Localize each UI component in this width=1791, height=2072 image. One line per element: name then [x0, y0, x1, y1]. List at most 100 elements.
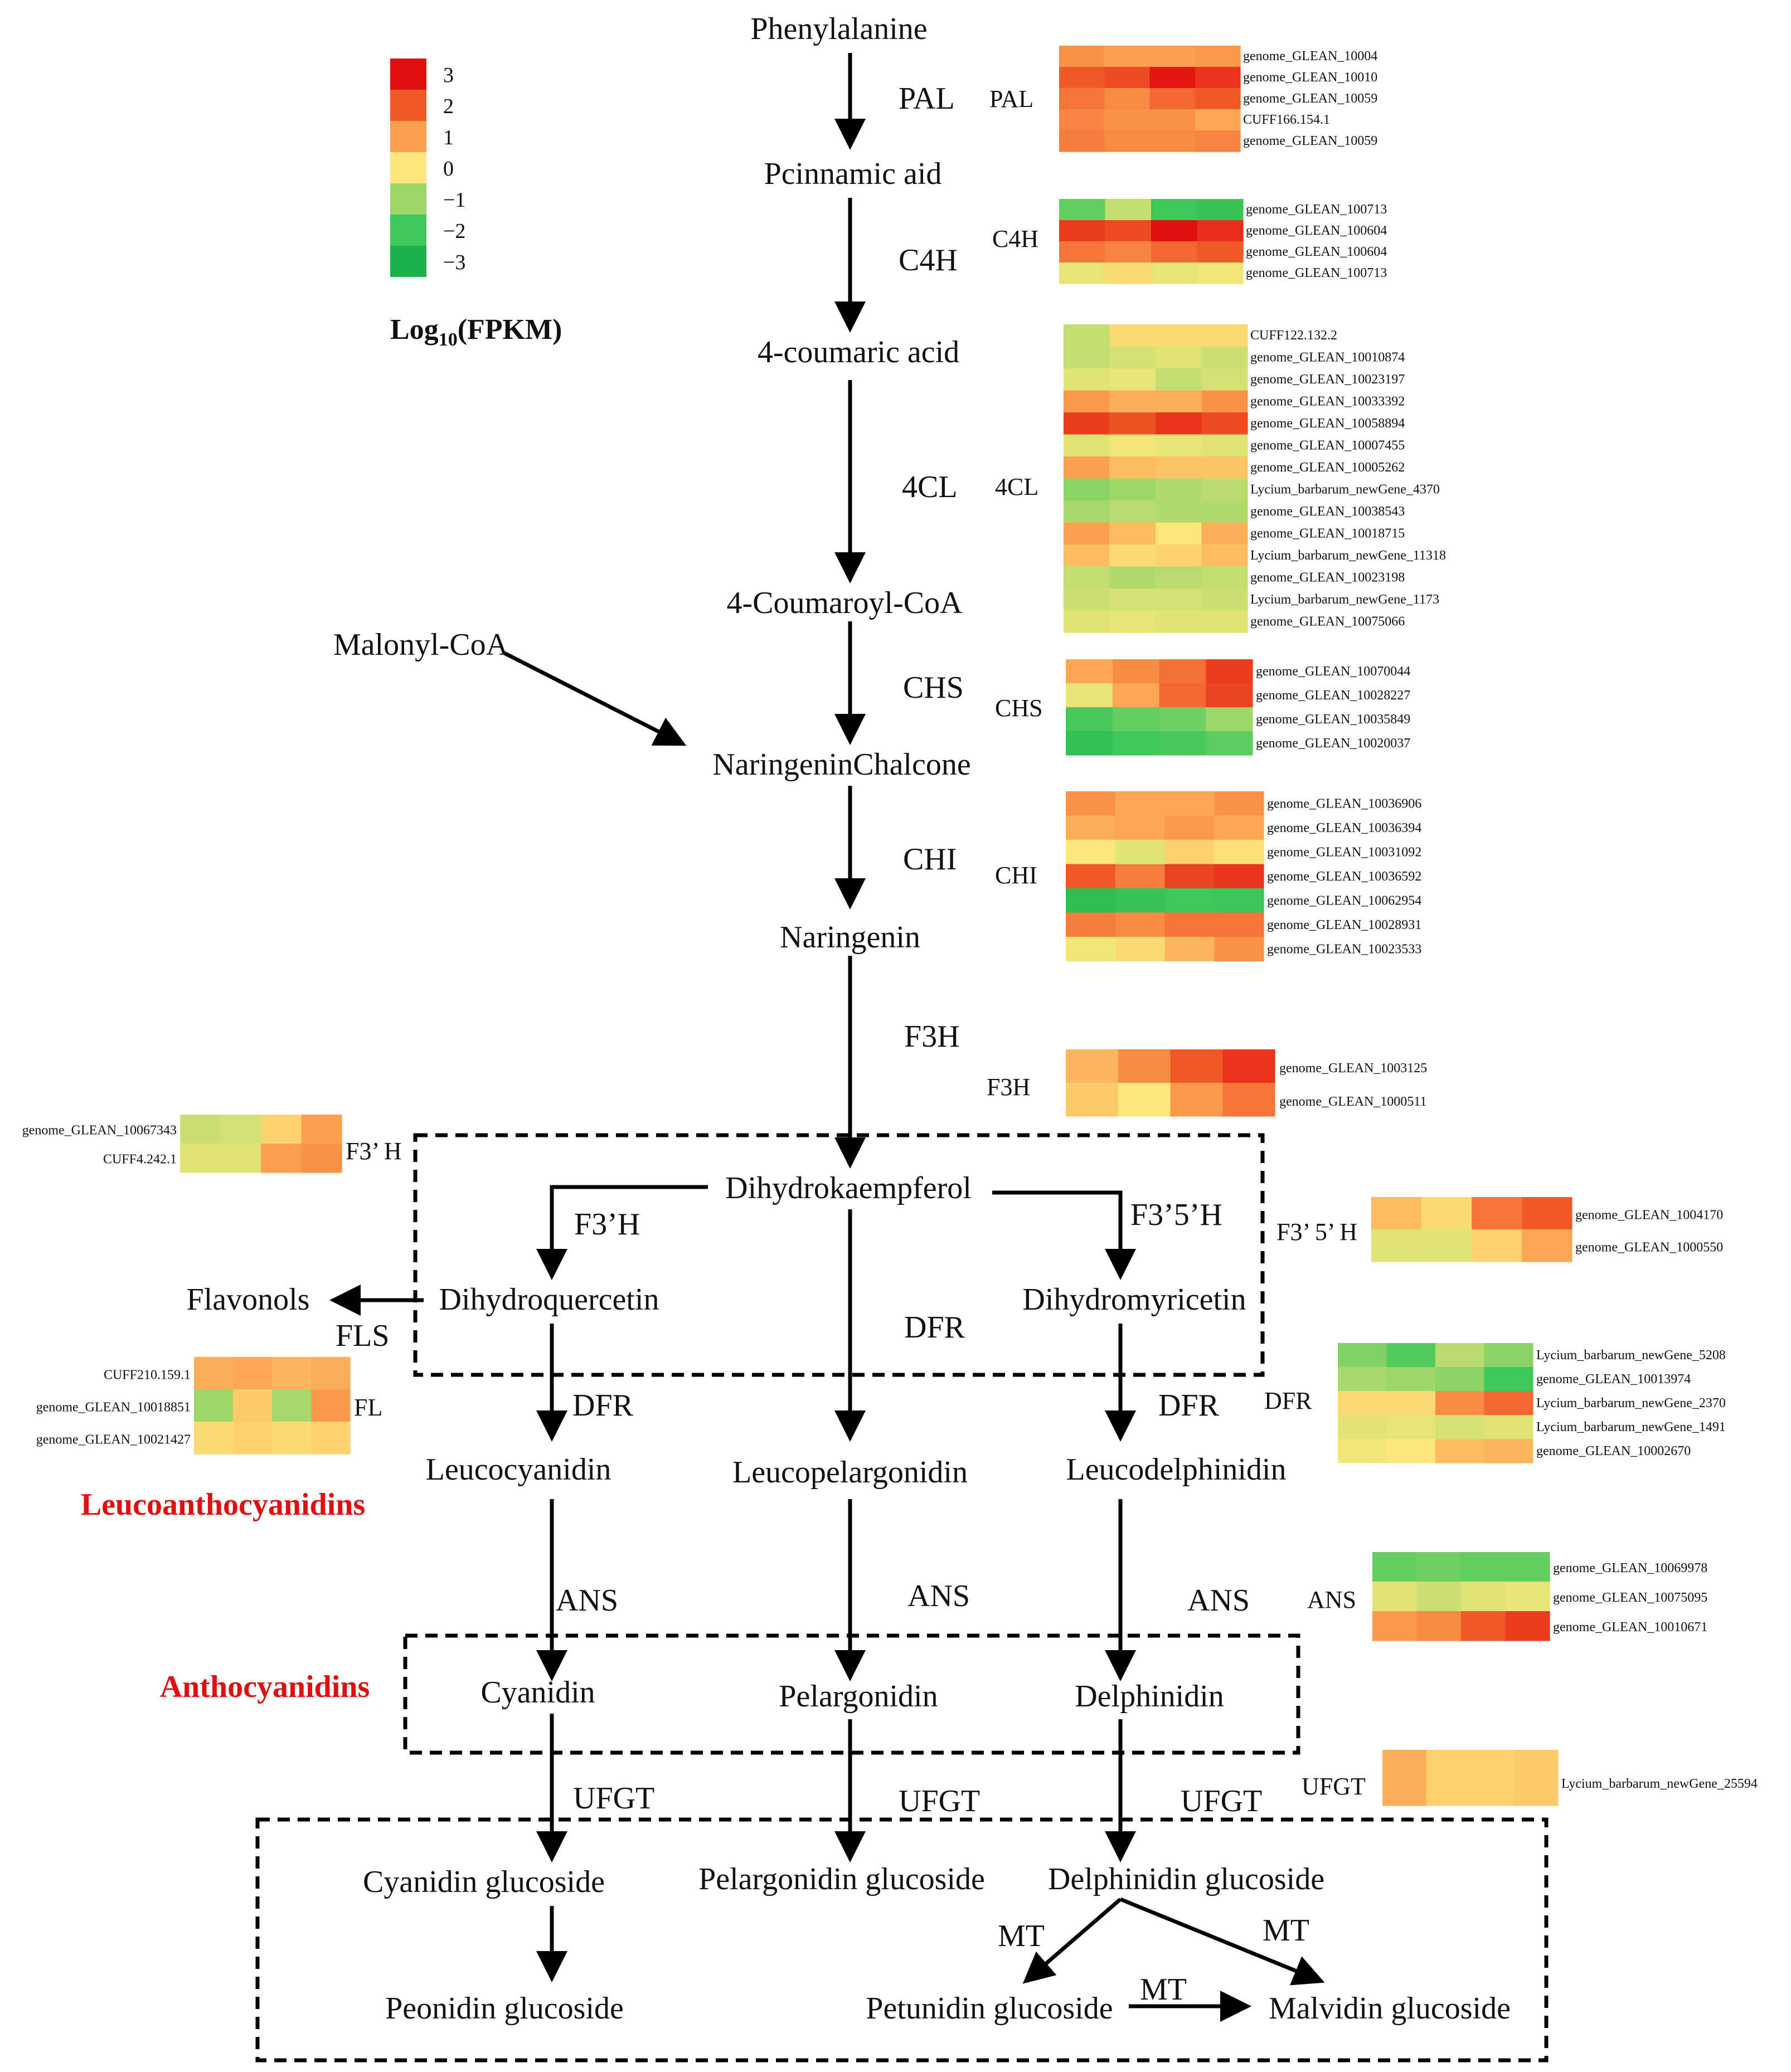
gene-label: genome_GLEAN_10070044: [1256, 664, 1410, 679]
heatmap-cell: [1064, 412, 1110, 435]
heatmap-cell: [1435, 1391, 1485, 1416]
heatmap-cell: [1118, 1083, 1171, 1117]
heatmap-cell: [1066, 888, 1116, 913]
gene-label: genome_GLEAN_10075095: [1553, 1591, 1707, 1605]
gene-label: genome_GLEAN_10028931: [1267, 918, 1421, 932]
heatmap-cell: [1059, 109, 1105, 131]
legend-title: Log10(FPKM): [390, 314, 562, 350]
enzyme-f3prime-h: F3’H: [574, 1207, 640, 1242]
heatmap-cell: [1156, 324, 1202, 347]
gene-label: genome_GLEAN_10023197: [1250, 372, 1405, 387]
heatmap-cell: [1115, 791, 1166, 816]
heatmap-cell: [1115, 815, 1166, 840]
heatmap-cell: [1416, 1582, 1462, 1612]
gene-label: Lycium_barbarum_newGene_25594: [1561, 1777, 1758, 1791]
heatmap-cell: [1149, 46, 1196, 67]
heatmap-cell: [1201, 324, 1248, 347]
heatmap-cell: [1197, 220, 1244, 242]
gene-label: CUFF166.154.1: [1243, 113, 1330, 127]
heatmap-cell: [1206, 731, 1253, 756]
heatmap-cell: [1461, 1552, 1506, 1582]
compound-leucopelargonidin: Leucopelargonidin: [732, 1455, 968, 1490]
heatmap-cell: [1164, 888, 1215, 913]
compound-dihydrokaempferol: Dihydrokaempferol: [725, 1171, 972, 1205]
heatmap-cell: [1222, 1049, 1275, 1083]
heatmap-cell: [1214, 864, 1264, 889]
gene-label: genome_GLEAN_10021427: [36, 1432, 191, 1447]
heatmap-cell: [1371, 1229, 1422, 1262]
gene-label: genome_GLEAN_10067343: [22, 1123, 177, 1137]
compound-flavonols: Flavonols: [187, 1282, 310, 1317]
enzyme-mt-bottom: MT: [1140, 1972, 1187, 2007]
heatmap-cell: [1201, 390, 1248, 413]
heatmap-cell: [1522, 1229, 1572, 1262]
enzyme-mt-right: MT: [1263, 1913, 1309, 1948]
heatmap-cell: [1214, 840, 1264, 865]
enzyme-ufgt-center: UFGT: [899, 1784, 980, 1818]
heatmap-cell: [272, 1357, 312, 1390]
heatmap-cell: [1201, 522, 1248, 545]
heatmap-cell: [1156, 412, 1202, 435]
heatmap-cell: [1426, 1750, 1471, 1806]
heatmap-cell: [1159, 659, 1206, 684]
heatmap-cell: [1059, 67, 1105, 89]
heatmap-cell: [1522, 1197, 1572, 1230]
compound-leucocyanidin: Leucocyanidin: [426, 1452, 611, 1487]
heatmap-cell: [1066, 791, 1116, 816]
heatmap-cell: [1066, 937, 1116, 962]
compounds: Phenylalanine Pcinnamic aid 4-coumaric a…: [187, 12, 1511, 2026]
heatmap-cell: [1064, 324, 1110, 347]
heatmap-cell: [1059, 130, 1105, 152]
heatmap-cell: [1201, 478, 1248, 501]
legend-swatch: [390, 246, 426, 277]
heatmap-cell: [1149, 109, 1196, 131]
heatmap-cell: [1164, 840, 1215, 865]
heatmap-cell: [220, 1115, 261, 1144]
heatmap-cell: [1201, 434, 1248, 457]
heatmap-cell: [1105, 220, 1152, 242]
heatmap-cell: [1115, 840, 1166, 865]
heatmap-label: CHI: [995, 862, 1037, 889]
heatmap-cell: [311, 1389, 351, 1422]
heatmap-cell: [233, 1389, 273, 1422]
heatmap-cell: [1514, 1750, 1559, 1806]
compound-dihydroquercetin: Dihydroquercetin: [439, 1282, 659, 1317]
compound-cyanidin-glucoside: Cyanidin glucoside: [363, 1865, 605, 1899]
heatmap-label: CHS: [995, 694, 1043, 722]
heatmap-cell: [1472, 1197, 1522, 1230]
heatmap-cell: [1156, 566, 1202, 589]
heatmap-cell: [1416, 1611, 1462, 1641]
heatmap-f3h: genome_GLEAN_1003125 genome_GLEAN_1000511…: [987, 1049, 1427, 1117]
gene-label: genome_GLEAN_10010: [1243, 70, 1377, 85]
heatmap-f35h: genome_GLEAN_1004170 genome_GLEAN_1000550…: [1276, 1197, 1723, 1262]
legend-swatch: [390, 121, 426, 152]
heatmap-cell: [1118, 1049, 1171, 1083]
heatmap-label: F3H: [987, 1073, 1030, 1101]
compound-malvidin-glucoside: Malvidin glucoside: [1269, 1991, 1511, 2026]
heatmap-cell: [272, 1389, 312, 1422]
gene-label: genome_GLEAN_10059: [1243, 134, 1377, 148]
heatmap-cell: [272, 1422, 312, 1455]
heatmap-dfr: Lycium_barbarum_newGene_5208 genome_GLEAN…: [1264, 1343, 1726, 1463]
heatmap-cell: [1461, 1582, 1506, 1612]
heatmap-cell: [1201, 588, 1248, 611]
gene-label: genome_GLEAN_10013974: [1536, 1372, 1691, 1387]
gene-label: genome_GLEAN_10004: [1243, 49, 1377, 64]
expression-heatmaps: genome_GLEAN_10004 genome_GLEAN_10010geno…: [22, 46, 1758, 1806]
compound-naringenin-chalcone: NaringeninChalcone: [712, 747, 970, 782]
heatmap-f3h-prime: genome_GLEAN_10067343 CUFF4.242.1 F3’ H: [22, 1115, 402, 1173]
heatmap-cell: [1214, 815, 1264, 840]
heatmap-cell: [1064, 456, 1110, 479]
glucosides-box: [255, 1817, 1549, 2063]
enzyme-f3h: F3H: [904, 1019, 960, 1054]
gene-label: genome_GLEAN_100604: [1246, 223, 1387, 238]
heatmap-cell: [1156, 588, 1202, 611]
heatmap-cell: [1197, 199, 1244, 221]
heatmap-cell: [1066, 659, 1113, 684]
heatmap-cell: [1104, 130, 1151, 152]
gene-label: CUFF122.132.2: [1250, 328, 1337, 343]
heatmap-label: C4H: [992, 225, 1038, 252]
heatmap-cell: [1064, 588, 1110, 611]
heatmap-cell: [1206, 683, 1253, 708]
gene-label: genome_GLEAN_1000550: [1575, 1240, 1723, 1254]
